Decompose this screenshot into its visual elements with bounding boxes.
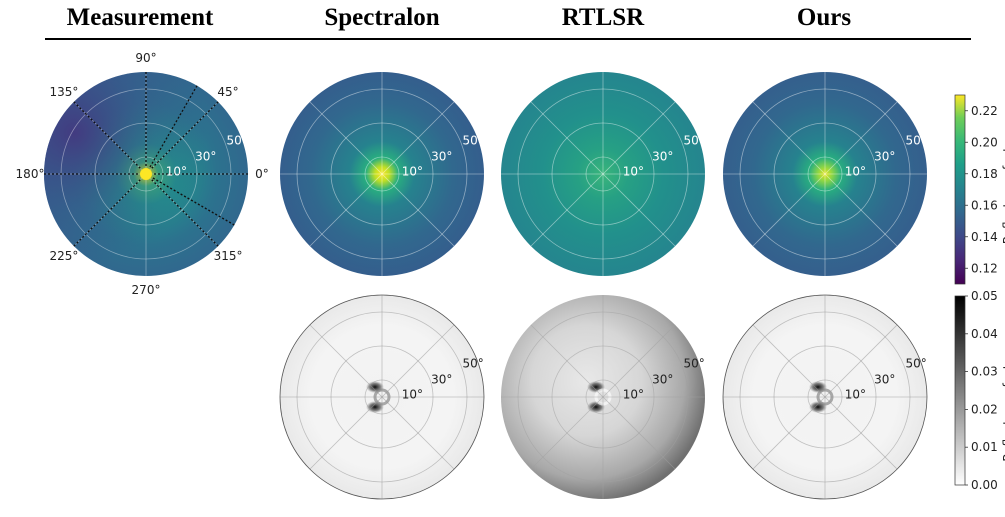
angle-label: 180° — [16, 167, 45, 181]
panel-spectralon-disc — [280, 72, 484, 276]
panel-error-rtlsr-radial-label: 50° — [684, 356, 705, 370]
panel-measurement-ring — [94, 122, 198, 226]
panel-error-spectralon-radial-label: 50° — [463, 356, 484, 370]
panel-rtlsr-ring — [551, 122, 655, 226]
title-rtlsr: RTLSR — [561, 4, 645, 31]
panel-error-ours-edge — [722, 294, 928, 500]
angle-label: 45° — [217, 85, 238, 99]
panel-rtlsr-radial-label: 50° — [684, 133, 705, 147]
colorbar-reflectance-tick-label: 0.22 — [971, 104, 998, 118]
title-spectralon: Spectralon — [324, 4, 440, 31]
title-ours: Ours — [796, 4, 852, 31]
angle-label: 90° — [135, 51, 156, 65]
panel-ours-spoke — [752, 101, 898, 247]
panel-error-spectralon-radial-label: 10° — [402, 387, 423, 401]
header-rule — [45, 38, 971, 40]
panel-error-ours-radial-label: 50° — [906, 356, 927, 370]
colorbar-reflectance-label: Reflectance factor — [1001, 135, 1005, 244]
colorbar-error-tick-label: 0.05 — [971, 289, 998, 303]
measurement-peak — [140, 168, 152, 180]
panel-error-ours-radial-label: 10° — [845, 387, 866, 401]
panel-spectralon-spoke — [309, 101, 455, 247]
angle-label: 270° — [132, 283, 161, 297]
panel-error-spectralon-radial-label: 30° — [431, 372, 452, 386]
panel-measurement: 10° 30° 50° 0° 45° 90° 135° 180° 225° 270° 315° — [16, 51, 269, 297]
angle-label: 135° — [50, 85, 79, 99]
panel-rtlsr-ring — [585, 156, 621, 192]
panel-measurement-scan-line — [73, 173, 147, 247]
panel-error-spectralon-edge — [279, 294, 485, 500]
colorbar-reflectance-tick-label: 0.12 — [971, 261, 998, 275]
panel-ours-ring — [773, 122, 877, 226]
panel-ours-radial-label: 50° — [906, 133, 927, 147]
colorbar-reflectance-bar — [954, 94, 966, 285]
colorbar-reflectance-tick-label: 0.16 — [971, 198, 998, 212]
angle-label: 315° — [214, 249, 243, 263]
panel-ours-radial-label: 30° — [874, 149, 895, 163]
panel-spectralon-spoke — [309, 101, 455, 247]
title-measurement: Measurement — [66, 4, 214, 31]
panel-error-spectralon-spoke — [309, 324, 455, 470]
panel-spectralon-ring — [296, 88, 468, 260]
panel-measurement-scan-line — [73, 101, 147, 175]
panel-error-rtlsr-spoke — [530, 324, 676, 470]
colorbar-reflectance: 0.12 0.14 0.16 0.18 0.20 0.22 Reflectance fact… — [954, 94, 1005, 285]
panel-ours-ring — [807, 156, 843, 192]
panel-rtlsr-radial-label: 30° — [652, 149, 673, 163]
panel-error-ours: 10° 30° 50° — [722, 294, 928, 500]
panel-error-spectralon: 10° 30° 50° — [279, 294, 485, 500]
colorbar-error-tick-label: 0.01 — [971, 440, 998, 454]
panel-measurement-radial-label: 10° — [166, 164, 187, 178]
panel-ours-ring — [739, 88, 911, 260]
colorbar-error-tick-label: 0.03 — [971, 365, 998, 379]
panel-error-rtlsr: 10° 30° 50° — [501, 295, 705, 499]
panel-error-rtlsr-radial-label: 30° — [652, 372, 673, 386]
panel-ours-disc — [723, 72, 927, 276]
colorbar-reflectance-tick-label: 0.14 — [971, 230, 998, 244]
colorbar-error: 0.00 0.01 0.02 0.03 0.04 0.05 Reflectance fact… — [954, 289, 1005, 492]
colorbar-error-tick-label: 0.00 — [971, 478, 998, 492]
colorbar-reflectance-tick-label: 0.18 — [971, 167, 998, 181]
panel-spectralon: 10° 30° 50° — [280, 72, 484, 276]
panel-spectralon-radial-label: 10° — [402, 164, 423, 178]
panel-error-ours-radial-label: 30° — [874, 372, 895, 386]
panel-measurement-radial-label: 50° — [227, 133, 248, 147]
colorbar-reflectance-tick-label: 0.20 — [971, 135, 998, 149]
panel-rtlsr-spoke — [530, 101, 676, 247]
panel-measurement-scan-line — [145, 173, 235, 226]
panel-spectralon-radial-label: 30° — [431, 149, 452, 163]
colorbar-error-bar — [954, 295, 966, 486]
panel-spectralon-ring — [330, 122, 434, 226]
panel-spectralon-ring — [364, 156, 400, 192]
panel-measurement-scan-line — [145, 173, 219, 247]
angle-label: 225° — [50, 249, 79, 263]
panel-error-ours-spoke — [752, 324, 898, 470]
panel-rtlsr: 10° 30° 50° — [501, 72, 705, 276]
panel-rtlsr-spoke — [530, 101, 676, 247]
panel-spectralon-radial-label: 50° — [463, 133, 484, 147]
panel-measurement-scan-line — [145, 85, 198, 175]
angle-label: 0° — [255, 167, 269, 181]
panel-error-rtlsr-radial-label: 10° — [623, 387, 644, 401]
panel-ours: 10° 30° 50° — [723, 72, 927, 276]
colorbar-error-label: Reflectance factor error — [1001, 319, 1005, 461]
colorbar-error-tick-label: 0.04 — [971, 327, 998, 341]
panel-ours-radial-label: 10° — [845, 164, 866, 178]
panel-rtlsr-disc — [501, 72, 705, 276]
panel-ours-spoke — [752, 101, 898, 247]
colorbar-error-tick-label: 0.02 — [971, 402, 998, 416]
panel-rtlsr-ring — [517, 88, 689, 260]
panel-rtlsr-radial-label: 10° — [623, 164, 644, 178]
panel-measurement-scan-line — [145, 101, 219, 175]
panel-measurement-radial-label: 30° — [195, 149, 216, 163]
